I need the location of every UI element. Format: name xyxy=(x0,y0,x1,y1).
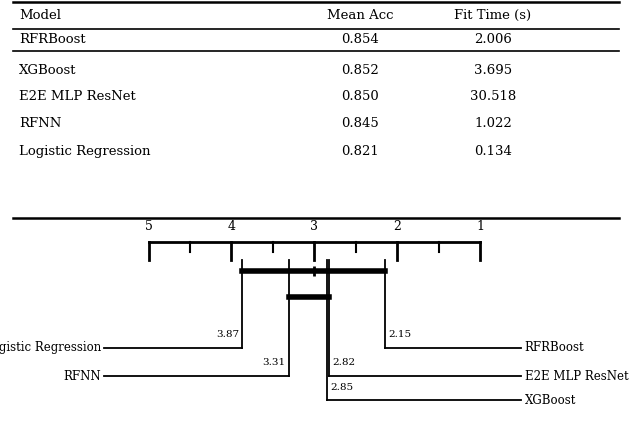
Text: Mean Acc: Mean Acc xyxy=(327,9,394,22)
Text: 30.518: 30.518 xyxy=(470,90,516,103)
Text: 0.854: 0.854 xyxy=(341,33,379,46)
Text: Fit Time (s): Fit Time (s) xyxy=(454,9,532,22)
Text: 1: 1 xyxy=(477,220,484,233)
Text: RFNN: RFNN xyxy=(63,370,101,383)
Text: XGBoost: XGBoost xyxy=(525,394,576,407)
Text: 0.134: 0.134 xyxy=(474,145,512,158)
Text: RFRBoost: RFRBoost xyxy=(525,341,584,354)
Text: Logistic Regression: Logistic Regression xyxy=(0,341,101,354)
Text: 2: 2 xyxy=(394,220,401,233)
Text: 0.852: 0.852 xyxy=(341,64,379,77)
Text: 2.82: 2.82 xyxy=(332,359,356,367)
Text: 3: 3 xyxy=(310,220,319,233)
Text: RFRBoost: RFRBoost xyxy=(19,33,85,46)
Text: 2.006: 2.006 xyxy=(474,33,512,46)
Text: 2.85: 2.85 xyxy=(330,383,353,392)
Text: E2E MLP ResNet: E2E MLP ResNet xyxy=(525,370,628,383)
Text: Logistic Regression: Logistic Regression xyxy=(19,145,150,158)
Text: 0.821: 0.821 xyxy=(341,145,379,158)
Text: 1.022: 1.022 xyxy=(474,117,512,130)
Text: 2.15: 2.15 xyxy=(388,330,411,339)
Text: 0.850: 0.850 xyxy=(341,90,379,103)
Text: 5: 5 xyxy=(145,220,152,233)
Text: Model: Model xyxy=(19,9,61,22)
Text: 3.695: 3.695 xyxy=(474,64,512,77)
Text: XGBoost: XGBoost xyxy=(19,64,76,77)
Text: 4: 4 xyxy=(228,220,236,233)
Text: 0.845: 0.845 xyxy=(341,117,379,130)
Text: E2E MLP ResNet: E2E MLP ResNet xyxy=(19,90,136,103)
Text: 3.31: 3.31 xyxy=(262,359,286,367)
Text: 3.87: 3.87 xyxy=(216,330,239,339)
Text: RFNN: RFNN xyxy=(19,117,61,130)
